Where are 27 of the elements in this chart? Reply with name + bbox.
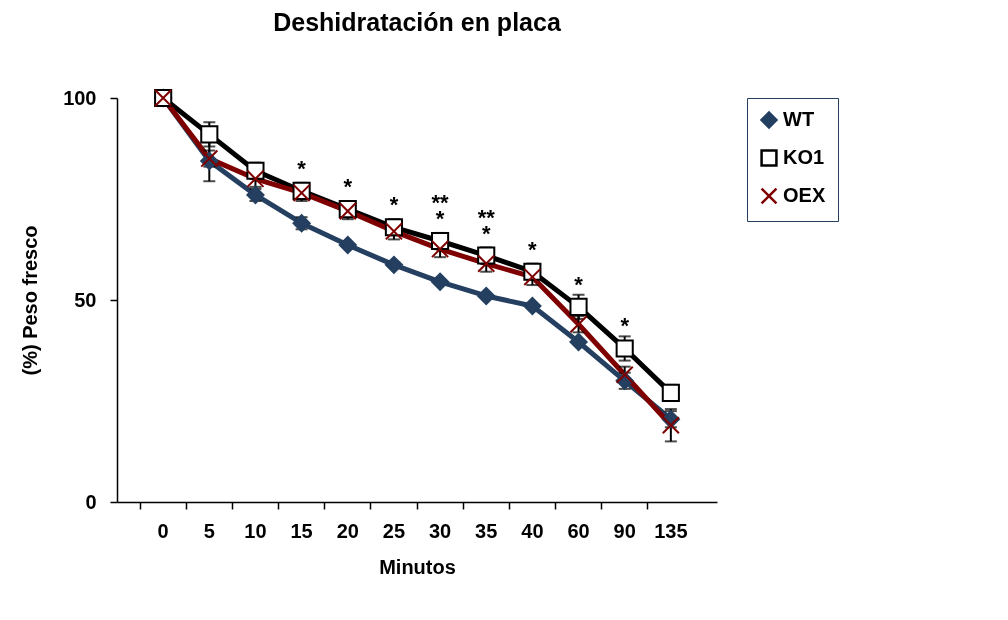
x-tick-label: 20	[336, 519, 359, 542]
legend-label: WT	[783, 108, 815, 130]
annotation: *	[574, 271, 584, 297]
x-tick-label: 5	[203, 519, 215, 542]
x-tick-label: 40	[521, 519, 544, 542]
x-axis-title: Minutos	[379, 555, 456, 578]
annotation: *	[620, 313, 630, 339]
y-axis-title: (%) Peso fresco	[19, 225, 42, 376]
y-tick-label: 50	[74, 288, 97, 311]
legend-label: KO1	[783, 146, 825, 168]
x-tick-label: 10	[244, 519, 267, 542]
x-tick-label: 0	[157, 519, 169, 542]
x-tick-label: 25	[382, 519, 406, 542]
x-tick-label: 15	[290, 519, 313, 542]
annotation: *	[389, 192, 399, 218]
x-tick-label: 135	[654, 519, 688, 542]
legend-label: OEX	[783, 184, 826, 206]
x-tick-label: 35	[475, 519, 498, 542]
annotation: *	[297, 155, 307, 181]
x-tick-label: 60	[567, 519, 590, 542]
x-tick-label: 30	[428, 519, 452, 542]
y-tick-label: 100	[63, 86, 97, 109]
chart-title: Deshidratación en placa	[273, 7, 562, 36]
annotation: *	[343, 174, 353, 200]
x-tick-label: 90	[613, 519, 636, 542]
annotation: *	[528, 236, 538, 262]
y-tick-label: 0	[85, 490, 97, 513]
